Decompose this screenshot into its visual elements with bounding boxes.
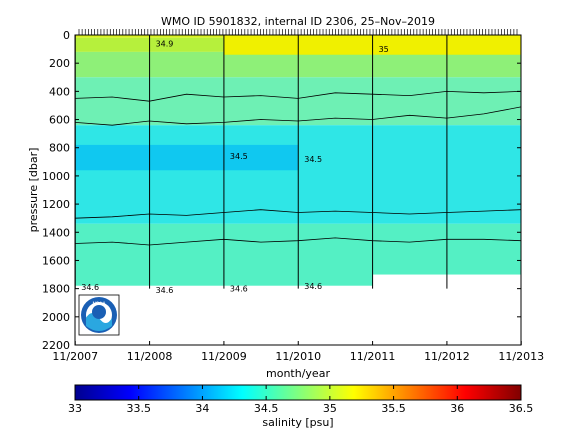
y-axis: 0 200 400 600 800 1000 1200 1400 1600 1800 2000 220… bbox=[42, 29, 521, 352]
y-tick-label-1: 200 bbox=[49, 57, 70, 70]
colorbar bbox=[74, 384, 522, 401]
colorbar-tick-label-4: 35 bbox=[323, 402, 337, 415]
y-tick-label-4: 800 bbox=[49, 142, 70, 155]
y-tick-label-5: 1000 bbox=[42, 170, 70, 183]
colorbar-tick-label-1: 33.5 bbox=[126, 402, 151, 415]
noaa-logo: NOAA bbox=[78, 294, 120, 336]
y-tick-label-7: 1400 bbox=[42, 226, 70, 239]
x-tick-label-5: 11/2012 bbox=[424, 350, 470, 363]
colorbar-tick-label-6: 36 bbox=[450, 402, 464, 415]
y-axis-label: pressure [dbar] bbox=[27, 148, 40, 233]
contour-label-2: 34.6 bbox=[230, 285, 248, 294]
colorbar-tick-label-0: 33 bbox=[68, 402, 82, 415]
colorbar-tick-label-2: 34 bbox=[195, 402, 209, 415]
x-axis: 11/2007 11/2008 11/2009 11/2010 11/2011 11/20… bbox=[52, 341, 544, 363]
fresh-water-patch bbox=[75, 144, 299, 171]
contour-label-6: 35 bbox=[379, 45, 389, 54]
colorbar-label: salinity [psu] bbox=[262, 416, 333, 429]
x-tick-label-0: 11/2007 bbox=[52, 350, 98, 363]
y-tick-label-10: 2000 bbox=[42, 311, 70, 324]
y-tick-label-8: 1600 bbox=[42, 254, 70, 267]
contour-label-3: 34.6 bbox=[304, 282, 322, 291]
x-tick-label-4: 11/2011 bbox=[350, 350, 396, 363]
contour-label-4: 34.5 bbox=[230, 152, 248, 161]
colorbar-tick-label-5: 35.5 bbox=[381, 402, 406, 415]
y-tick-label-11: 2200 bbox=[42, 339, 70, 352]
x-tick-label-2: 11/2009 bbox=[201, 350, 247, 363]
x-tick-label-3: 11/2010 bbox=[275, 350, 321, 363]
contour-label-0: 34.6 bbox=[81, 283, 99, 292]
x-tick-label-6: 11/2013 bbox=[498, 350, 544, 363]
contour-labels: 34.6 34.6 34.6 34.6 34.5 34.5 35 34.9 bbox=[81, 39, 389, 295]
y-tick-label-3: 600 bbox=[49, 114, 70, 127]
noaa-logo-text: NOAA bbox=[92, 301, 106, 307]
y-tick-label-2: 400 bbox=[49, 85, 70, 98]
no-data-left bbox=[75, 285, 373, 345]
colorbar-tick-label-7: 36.5 bbox=[509, 402, 534, 415]
colorbar-ticks: 33 33.5 34 34.5 35 35.5 36 36.5 bbox=[68, 385, 533, 415]
colorbar-tick-label-3: 34.5 bbox=[254, 402, 279, 415]
contour-label-1: 34.6 bbox=[156, 286, 174, 295]
chart-title: WMO ID 5901832, internal ID 2306, 25–Nov… bbox=[161, 15, 435, 28]
x-axis-label: month/year bbox=[266, 367, 330, 380]
contour-label-7: 34.9 bbox=[156, 39, 174, 48]
y-tick-label-0: 0 bbox=[63, 29, 70, 42]
contour-label-5: 34.5 bbox=[304, 155, 322, 164]
y-tick-label-9: 1800 bbox=[42, 283, 70, 296]
y-tick-label-6: 1200 bbox=[42, 198, 70, 211]
top-profile-ticks bbox=[78, 29, 518, 35]
x-tick-label-1: 11/2008 bbox=[127, 350, 173, 363]
